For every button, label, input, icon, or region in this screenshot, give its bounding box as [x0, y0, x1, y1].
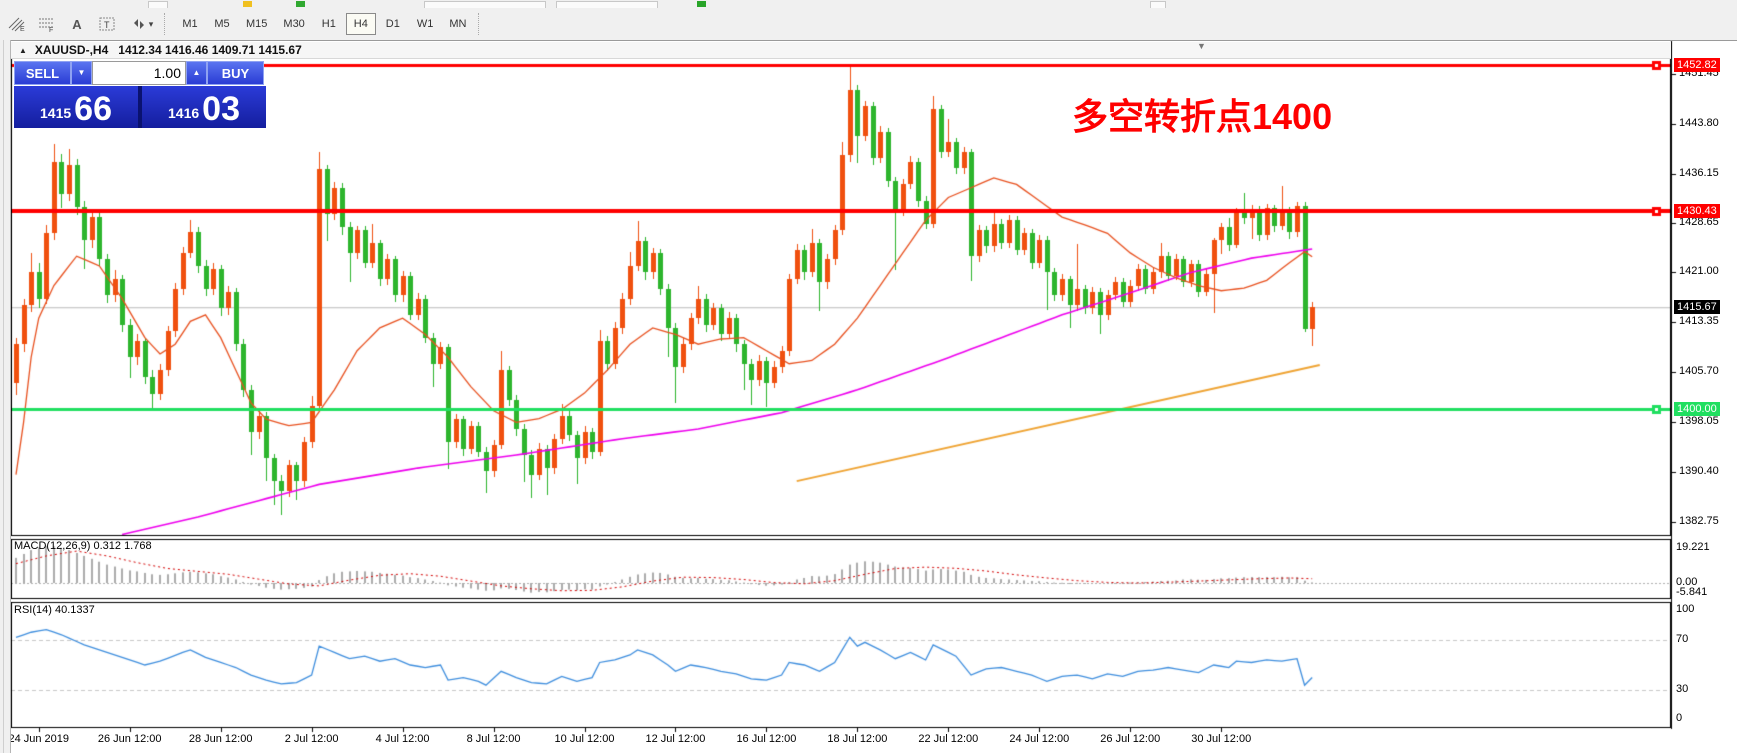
price-tick-label: 1428.65: [1679, 215, 1719, 228]
time-tick-label: 30 Jul 12:00: [1191, 733, 1252, 745]
fibonacci-tool-icon[interactable]: F: [34, 12, 60, 36]
time-tick-label: 24 Jul 12:00: [1009, 733, 1070, 745]
time-tick-label: 12 Jul 12:00: [645, 733, 706, 745]
time-tick-label: 16 Jul 12:00: [736, 733, 797, 745]
timeframe-button-m30[interactable]: M30: [276, 13, 311, 35]
indicator-scale-label: -5.841: [1676, 586, 1708, 598]
time-tick-label: 26 Jul 12:00: [1100, 733, 1161, 745]
chart-title-bar: ▲ XAUUSD-,H4 1412.34 1416.46 1409.71 141…: [11, 42, 1671, 59]
text-tool-icon[interactable]: A: [64, 12, 90, 36]
label-tool-icon[interactable]: T: [94, 12, 120, 36]
price-badge: 1415.67: [1674, 300, 1720, 315]
timeframe-button-h1[interactable]: H1: [314, 13, 344, 35]
price-tick-label: 1398.05: [1679, 415, 1719, 428]
clipped-icon: [697, 1, 706, 7]
volume-down-button[interactable]: ▼: [71, 61, 92, 85]
sell-price-big: 66: [74, 90, 112, 128]
price-tick-label: 1413.35: [1679, 315, 1719, 328]
caret-down-icon: ▼: [77, 68, 86, 77]
price-tick-label: 1405.70: [1679, 365, 1719, 378]
buy-price-display[interactable]: 1416 03: [142, 86, 266, 128]
time-tick-label: 10 Jul 12:00: [554, 733, 615, 745]
volume-up-button[interactable]: ▲: [186, 61, 207, 85]
time-tick-label: 24 Jun 2019: [8, 733, 70, 745]
chart-annotation-text: 多空转折点1400: [1072, 96, 1333, 137]
arrows-tool-icon[interactable]: ▾: [124, 12, 160, 36]
price-badge: 1452.82: [1674, 58, 1720, 73]
price-tick-label: 1436.15: [1679, 166, 1719, 179]
toolbar-separator: [478, 13, 484, 35]
chart-ohlc-values: 1412.34 1416.46 1409.71 1415.67: [118, 43, 302, 57]
timeframe-button-m5[interactable]: M5: [207, 13, 237, 35]
macd-indicator-label: MACD(12,26,9) 0.312 1.768: [14, 540, 152, 552]
window-left-edge: [0, 40, 11, 753]
time-tick-label: 22 Jul 12:00: [918, 733, 979, 745]
chart-symbol-period: XAUUSD-,H4: [34, 43, 109, 57]
chart-shift-marker-icon: ▼: [1197, 41, 1206, 51]
caret-up-icon: ▲: [192, 68, 201, 77]
timeframe-button-h4[interactable]: H4: [345, 13, 376, 35]
timeframe-button-m1[interactable]: M1: [175, 13, 205, 35]
price-badge: 1430.43: [1674, 204, 1720, 218]
clipped-icon: [243, 1, 252, 7]
timeframe-bar: M1 M5 M15 M30 H1 H4 D1 W1 MN: [174, 13, 474, 35]
price-divider: [138, 86, 142, 128]
time-tick-label: 18 Jul 12:00: [827, 733, 888, 745]
timeframe-button-mn[interactable]: MN: [442, 13, 473, 35]
buy-price-big: 03: [202, 90, 240, 128]
toolbar-separator: [164, 13, 170, 35]
buy-button[interactable]: BUY: [207, 61, 264, 85]
indicator-scale-label: 70: [1676, 633, 1689, 645]
indicator-scale-label: 0.00: [1676, 576, 1698, 588]
volume-input[interactable]: [92, 61, 186, 85]
svg-text:E: E: [20, 26, 25, 32]
sell-button[interactable]: SELL: [14, 61, 71, 85]
chevron-down-icon: ▾: [148, 18, 154, 29]
svg-text:T: T: [104, 20, 110, 30]
equidistant-channel-tool-icon[interactable]: E: [4, 12, 30, 36]
price-badge: 1400.00: [1674, 402, 1720, 417]
rsi-indicator-label: RSI(14) 40.1337: [14, 604, 95, 616]
price-tick-label: 1421.00: [1679, 265, 1719, 278]
time-tick-label: 26 Jun 12:00: [97, 733, 162, 745]
collapse-chart-icon[interactable]: ▲: [19, 45, 27, 55]
sell-price-display[interactable]: 1415 66: [14, 86, 138, 128]
timeframe-button-d1[interactable]: D1: [378, 13, 408, 35]
time-tick-label: 4 Jul 12:00: [375, 733, 430, 745]
indicator-scale-label: 30: [1676, 683, 1689, 695]
time-tick-label: 2 Jul 12:00: [284, 733, 339, 745]
sell-price-small: 1415: [40, 105, 72, 121]
time-tick-label: 8 Jul 12:00: [466, 733, 521, 745]
indicator-scale-label: 0: [1676, 712, 1683, 724]
chart-toolbar: E F A T ▾ M1 M5 M15 M30 H1 H4 D1 W1 MN: [0, 8, 1737, 41]
price-tick-label: 1443.80: [1679, 116, 1719, 129]
svg-text:F: F: [49, 27, 53, 32]
time-tick-label: 28 Jun 12:00: [188, 733, 253, 745]
price-tick-label: 1390.40: [1679, 464, 1719, 477]
one-click-trading-panel: SELL ▼ ▲ BUY 1415 66 1416 03: [14, 61, 266, 128]
indicator-scale-label: 100: [1676, 603, 1695, 615]
price-tick-label: 1382.75: [1679, 514, 1719, 527]
timeframe-button-w1[interactable]: W1: [410, 13, 441, 35]
timeframe-button-m15[interactable]: M15: [239, 13, 274, 35]
clipped-toolbar-row: [0, 0, 1737, 9]
indicator-scale-label: 19.221: [1676, 541, 1710, 553]
buy-price-small: 1416: [168, 105, 200, 121]
clipped-icon: [296, 1, 305, 7]
